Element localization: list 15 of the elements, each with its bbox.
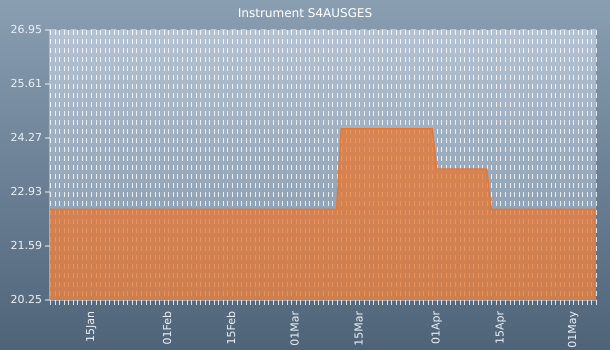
y-tick-label: 25.61 <box>10 76 42 90</box>
x-tick-label: 01May <box>566 310 580 348</box>
y-tick-label: 21.59 <box>10 238 42 252</box>
x-tick-label: 15Apr <box>493 310 506 344</box>
x-tick-label: 15Jan <box>84 310 97 342</box>
y-tick-label: 26.95 <box>10 22 42 36</box>
x-tick-label: 01Mar <box>288 310 302 346</box>
y-tick-label: 20.25 <box>10 292 42 306</box>
chart-title: Instrument S4AUSGES <box>236 6 374 20</box>
x-tick-label: 15Mar <box>352 310 366 346</box>
y-tick-label: 22.93 <box>10 184 42 198</box>
x-tick-label: 01Feb <box>161 310 174 344</box>
x-tick-label: 15Feb <box>224 310 238 344</box>
y-tick-label: 24.27 <box>10 130 42 144</box>
x-tick-label: 01Apr <box>430 310 443 344</box>
